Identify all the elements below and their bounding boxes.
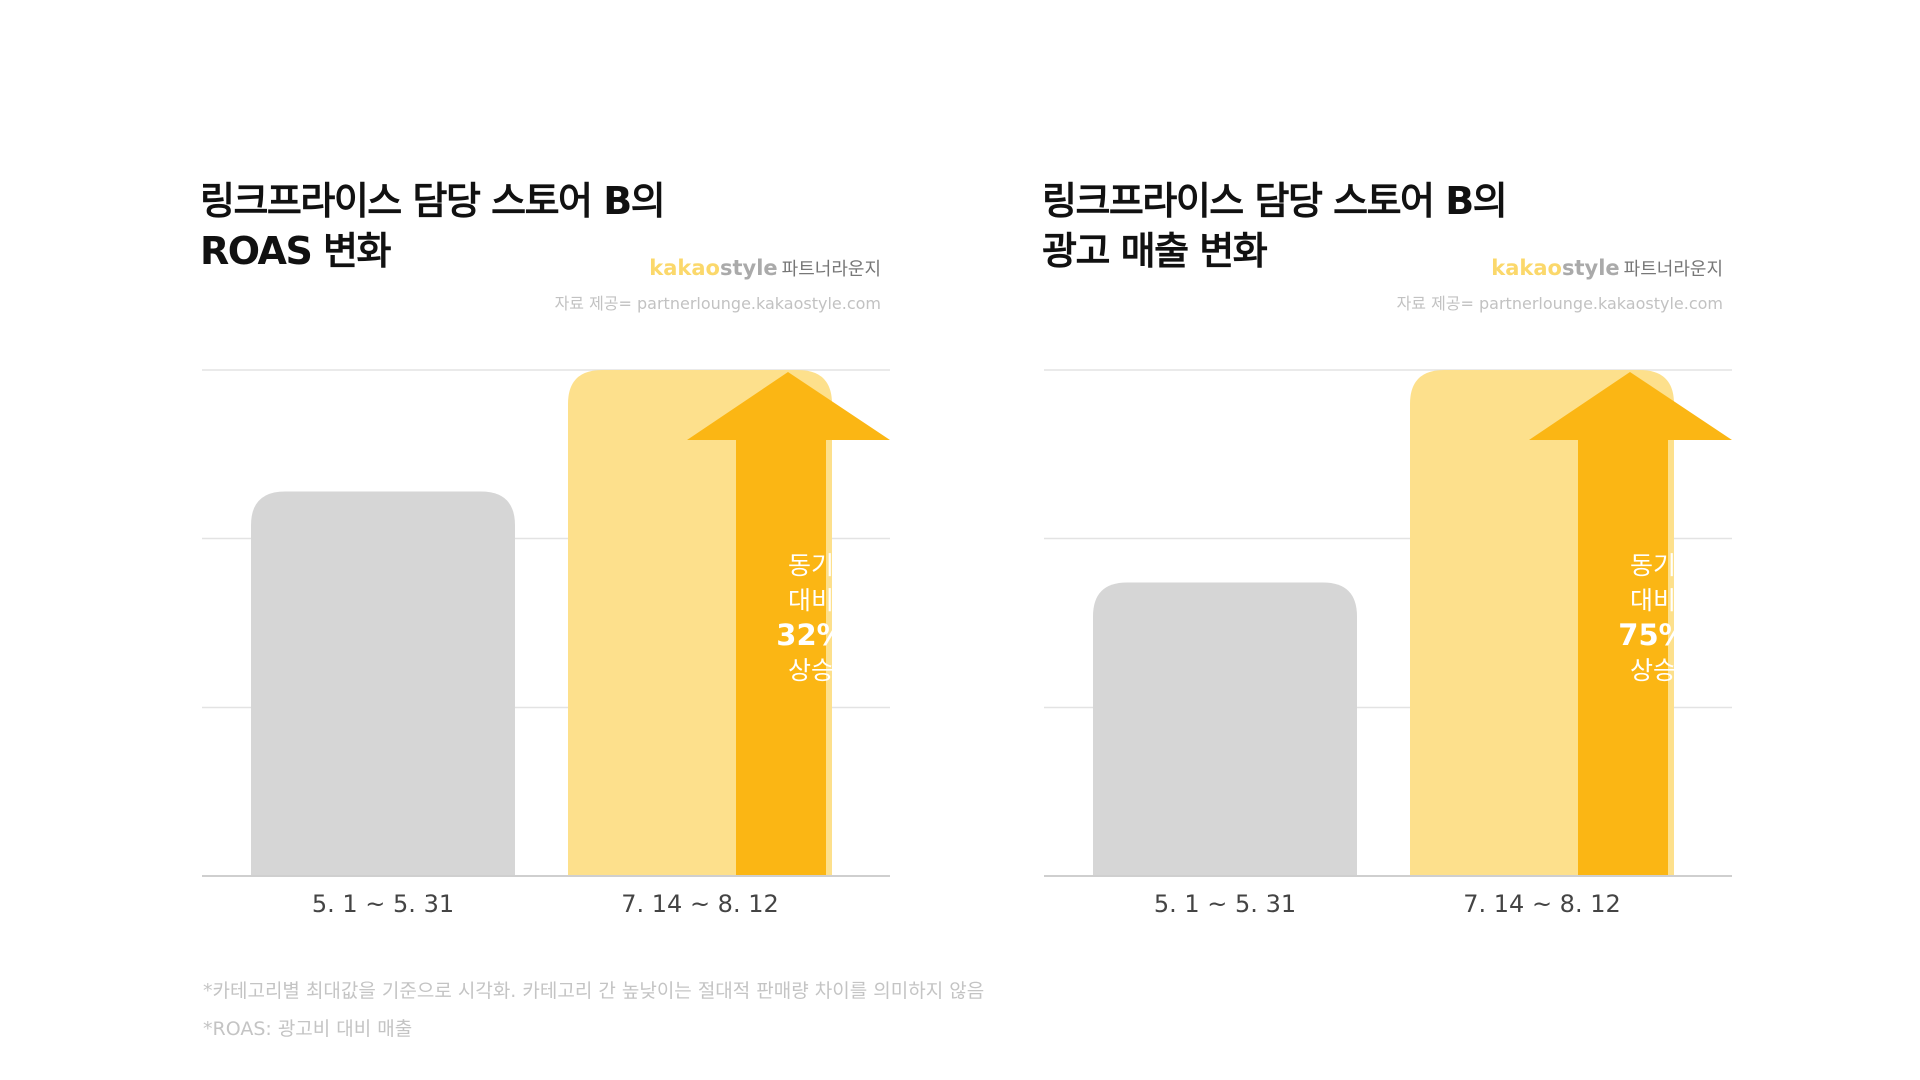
chart-title-line2: ROAS 변화	[200, 229, 391, 273]
chart-title-line2: 광고 매출 변화	[1042, 229, 1268, 273]
annotation-percent: 32%	[776, 618, 846, 652]
x-tick-label: 7. 14 ~ 8. 12	[1463, 890, 1621, 918]
bar-chart	[1044, 369, 1732, 877]
chart-panel-ad-sales: 링크프라이스 담당 스토어 B의 광고 매출 변화 kakaostyle 파트너라…	[1042, 0, 1762, 1080]
bar-chart	[202, 369, 890, 877]
x-tick-label: 5. 1 ~ 5. 31	[311, 890, 455, 918]
growth-arrow	[1529, 372, 1732, 876]
annotation-line3: 상승	[1629, 656, 1676, 685]
brand-logo: kakaostyle 파트너라운지	[1491, 255, 1723, 281]
x-tick-label: 7. 14 ~ 8. 12	[621, 890, 779, 918]
chart-title: 링크프라이스 담당 스토어 B의 ROAS 변화	[200, 176, 666, 276]
footnote-roas: *ROAS: 광고비 대비 매출	[203, 1018, 413, 1040]
source-credit: 자료 제공= partnerlounge.kakaostyle.com	[1396, 294, 1723, 313]
brand-kakao: kakao	[1491, 256, 1562, 280]
brand-style: style	[719, 256, 778, 280]
brand-lounge: 파트너라운지	[1623, 259, 1723, 280]
bar	[251, 491, 515, 876]
growth-annotation: 동기 대비 75% 상승	[1608, 548, 1698, 688]
chart-panel-roas: 링크프라이스 담당 스토어 B의 ROAS 변화 kakaostyle 파트너라운…	[200, 0, 920, 1080]
bar	[1093, 582, 1357, 876]
brand-lounge: 파트너라운지	[781, 259, 881, 280]
footnote-visualization: *카테고리별 최대값을 기준으로 시각화. 카테고리 간 높낮이는 절대적 판매…	[203, 980, 985, 1002]
chart-title-line1: 링크프라이스 담당 스토어 B의	[1042, 179, 1508, 223]
brand-logo: kakaostyle 파트너라운지	[649, 255, 881, 281]
annotation-line3: 상승	[787, 656, 834, 685]
annotation-percent: 75%	[1618, 618, 1688, 652]
chart-title-line1: 링크프라이스 담당 스토어 B의	[200, 179, 666, 223]
growth-annotation: 동기 대비 32% 상승	[766, 548, 856, 688]
growth-arrow	[687, 372, 890, 876]
source-credit: 자료 제공= partnerlounge.kakaostyle.com	[554, 294, 881, 313]
brand-style: style	[1561, 256, 1620, 280]
annotation-line2: 대비	[787, 586, 834, 615]
brand-kakao: kakao	[649, 256, 720, 280]
x-tick-label: 5. 1 ~ 5. 31	[1153, 890, 1297, 918]
annotation-line2: 대비	[1629, 586, 1676, 615]
chart-title: 링크프라이스 담당 스토어 B의 광고 매출 변화	[1042, 176, 1508, 276]
annotation-line1: 동기	[1629, 551, 1676, 580]
annotation-line1: 동기	[787, 551, 834, 580]
